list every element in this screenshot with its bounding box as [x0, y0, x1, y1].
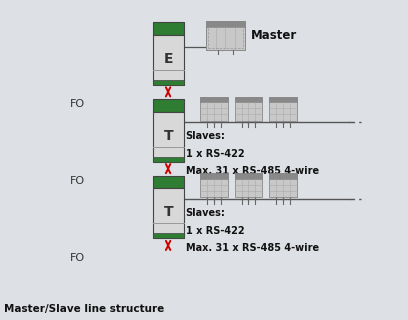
- Bar: [235, 173, 262, 179]
- Bar: [200, 173, 228, 179]
- Text: Max. 31 x RS-485 4-wire: Max. 31 x RS-485 4-wire: [186, 166, 319, 176]
- Bar: [206, 21, 245, 50]
- Bar: [153, 35, 184, 85]
- Text: FO: FO: [70, 176, 85, 186]
- Text: Max. 31 x RS-485 4-wire: Max. 31 x RS-485 4-wire: [186, 243, 319, 253]
- Bar: [269, 97, 297, 102]
- Bar: [200, 97, 228, 121]
- Text: Master: Master: [251, 29, 297, 42]
- Text: Slaves:: Slaves:: [186, 131, 226, 141]
- Text: 1 x RS-422: 1 x RS-422: [186, 226, 244, 236]
- Bar: [153, 233, 184, 238]
- Text: T: T: [164, 205, 173, 220]
- Text: T: T: [164, 129, 173, 143]
- Text: Slaves:: Slaves:: [186, 208, 226, 218]
- Text: FO: FO: [70, 252, 85, 263]
- Bar: [153, 156, 184, 162]
- Bar: [153, 188, 184, 238]
- Bar: [269, 173, 297, 179]
- Bar: [235, 173, 262, 197]
- Bar: [269, 173, 297, 197]
- Bar: [235, 97, 262, 102]
- Bar: [153, 99, 184, 112]
- Bar: [200, 173, 228, 197]
- Bar: [153, 112, 184, 162]
- Bar: [153, 22, 184, 35]
- Text: E: E: [164, 52, 173, 66]
- Bar: [153, 80, 184, 85]
- Bar: [269, 97, 297, 121]
- Bar: [153, 176, 184, 188]
- Text: FO: FO: [70, 99, 85, 109]
- Bar: [206, 21, 245, 27]
- Bar: [200, 97, 228, 102]
- Bar: [208, 27, 243, 48]
- Text: 1 x RS-422: 1 x RS-422: [186, 149, 244, 159]
- Text: Master/Slave line structure: Master/Slave line structure: [4, 304, 164, 314]
- Bar: [235, 97, 262, 121]
